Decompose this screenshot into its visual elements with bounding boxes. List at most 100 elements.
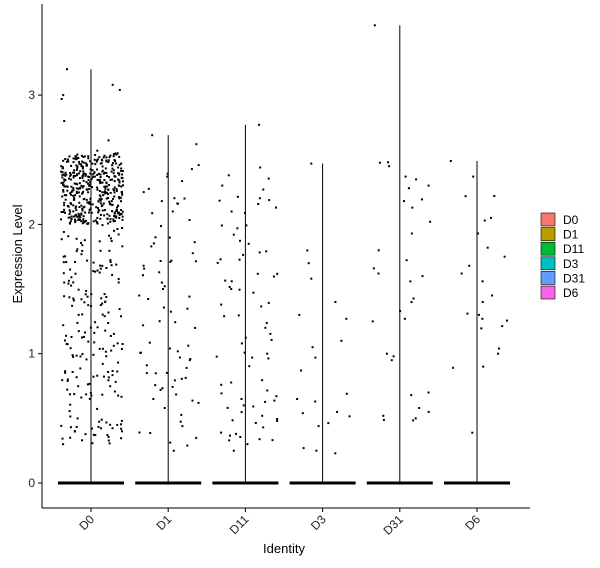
data-point [302,447,305,450]
data-point [120,213,123,216]
data-point [186,307,189,310]
data-point [143,267,146,270]
data-point [503,255,506,258]
data-point [175,393,178,396]
data-point [64,158,67,160]
data-point [115,153,118,156]
legend-label: D0 [563,213,579,227]
data-point [92,261,95,264]
data-point [116,370,119,373]
data-point [68,410,71,413]
data-point [83,239,86,242]
data-point [247,242,250,245]
data-point [230,288,233,290]
data-point [220,392,223,395]
data-point [81,207,84,210]
data-point [427,391,430,394]
data-point [68,213,71,215]
data-point [61,195,64,198]
data-point [460,272,463,275]
data-point [120,209,123,211]
data-point [96,168,99,171]
data-point [100,205,103,208]
data-point [84,162,87,165]
data-point [96,158,99,161]
data-point [68,209,71,212]
data-point [81,186,84,189]
data-point [69,178,72,181]
data-point [66,379,69,382]
data-point [477,313,480,316]
data-point [96,269,99,272]
data-point [84,331,86,334]
data-point [382,418,385,421]
data-point [267,177,270,180]
data-point [109,259,112,262]
data-point [68,296,71,299]
data-point [112,344,115,347]
data-point [107,188,110,191]
data-point [62,231,65,233]
data-point [93,171,96,174]
data-point [81,353,84,356]
data-point [105,267,108,269]
data-point [145,372,148,375]
data-point [99,213,102,216]
data-point [89,391,92,394]
data-point [82,170,85,173]
data-point [150,245,153,248]
x-ticks: D0 D1 D11 D3 D31 D6 [76,508,483,538]
data-point [106,175,108,177]
data-point [107,222,110,225]
data-point [101,191,104,194]
data-point [96,149,99,152]
data-point [190,168,193,171]
data-point [69,172,72,174]
data-point [118,181,121,184]
data-point [96,178,99,181]
data-point [260,305,263,308]
data-point [99,267,102,270]
data-point [252,291,255,294]
data-point [118,217,121,219]
data-point [266,389,269,392]
data-point [60,238,63,241]
data-point [87,188,90,191]
data-point [74,174,76,177]
data-point [102,202,105,205]
data-point [96,174,99,176]
data-point [113,195,116,198]
zero-points-D6 [444,481,510,485]
data-point [77,172,80,175]
data-point [194,326,197,329]
data-point [91,427,93,430]
data-point [69,173,72,176]
data-point [392,355,395,358]
data-point [160,225,162,228]
data-point [113,220,116,223]
data-point [104,190,106,193]
data-point [64,255,67,258]
data-point [246,443,249,446]
data-point [60,165,63,168]
data-point [412,419,415,422]
data-point [73,393,76,396]
data-point [65,194,68,197]
data-point [103,154,106,157]
legend-swatch [540,256,556,271]
data-point [70,276,73,279]
data-point [169,310,172,313]
data-point [481,317,484,320]
data-point [70,215,73,218]
data-point [264,326,267,329]
data-point [66,185,69,188]
data-point [120,427,123,430]
legend-swatch [540,285,556,300]
data-point [107,161,110,163]
data-point [94,270,97,273]
data-point [92,270,95,273]
x-tick-label: D31 [380,512,406,538]
data-point [497,352,499,355]
y-ticks: 0 1 2 3 [28,88,42,490]
data-point [96,326,99,329]
